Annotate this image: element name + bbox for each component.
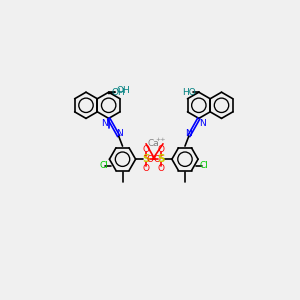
Text: S: S: [142, 154, 150, 164]
Text: ++: ++: [155, 137, 166, 142]
Text: O: O: [154, 155, 161, 164]
Text: N: N: [199, 118, 206, 127]
Text: O: O: [143, 164, 150, 173]
Text: Ca: Ca: [148, 139, 160, 148]
Text: OH: OH: [112, 88, 125, 97]
Text: O: O: [158, 146, 165, 154]
Text: Cl: Cl: [200, 161, 208, 170]
Text: O: O: [143, 146, 150, 154]
Text: Cl: Cl: [99, 161, 108, 170]
Text: OH: OH: [116, 86, 130, 95]
Text: O: O: [147, 155, 154, 164]
Text: N: N: [101, 118, 108, 127]
Text: HO: HO: [182, 88, 196, 97]
Text: N: N: [116, 128, 123, 137]
Text: -: -: [160, 152, 163, 160]
Text: O: O: [158, 164, 165, 173]
Text: S: S: [158, 154, 165, 164]
Text: N: N: [185, 128, 191, 137]
Text: -: -: [144, 152, 146, 160]
